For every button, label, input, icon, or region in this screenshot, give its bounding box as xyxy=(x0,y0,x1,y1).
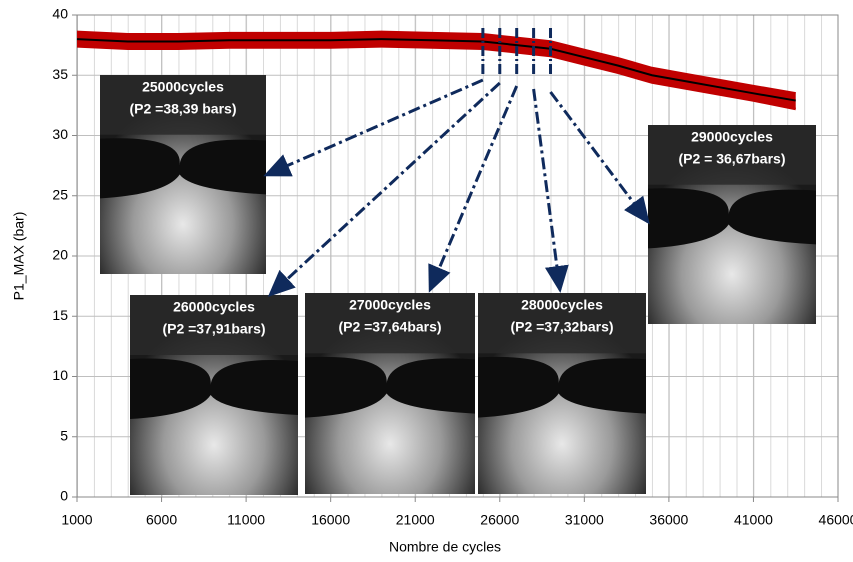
x-tick-label: 11000 xyxy=(227,512,265,528)
photo-shadow xyxy=(100,138,266,199)
x-tick-label: 1000 xyxy=(61,512,92,528)
photo-annotation: 25000cycles (P2 =38,39 bars) xyxy=(100,75,266,274)
photo-annotation: 29000cycles (P2 = 36,67bars) xyxy=(648,125,816,324)
annotation-title: 26000cycles xyxy=(173,299,255,315)
y-axis-label: P1_MAX (bar) xyxy=(11,212,27,301)
photo-top xyxy=(478,293,646,354)
plot-frame xyxy=(76,14,839,498)
photo-top xyxy=(648,125,816,185)
annotation-text: (P2 =38,39 bars) xyxy=(129,101,236,117)
photo-top xyxy=(130,295,298,355)
series-line xyxy=(76,38,796,102)
annotation-text: (P2 = 36,67bars) xyxy=(678,151,785,167)
x-tick-label: 41000 xyxy=(734,512,773,528)
annotation-arrow xyxy=(428,85,519,293)
annotation-title: 29000cycles xyxy=(691,129,773,145)
x-tick-label: 46000 xyxy=(819,512,853,528)
y-tick-label: 30 xyxy=(52,126,68,142)
annotation-title: 28000cycles xyxy=(521,297,603,313)
annotation-text: (P2 =37,64bars) xyxy=(338,319,441,335)
y-tick-label: 40 xyxy=(52,6,68,22)
y-tick-label: 0 xyxy=(60,488,68,504)
annotation-arrow xyxy=(549,91,650,225)
annotation-text: (P2 =37,91bars) xyxy=(162,321,265,337)
photo-annotation: 28000cycles (P2 =37,32bars) xyxy=(478,293,646,494)
annotation-title: 25000cycles xyxy=(142,79,224,95)
annotation-arrow xyxy=(267,81,501,298)
annotation-text: (P2 =37,32bars) xyxy=(510,319,613,335)
y-tick-label: 35 xyxy=(52,66,68,82)
y-tick-label: 15 xyxy=(52,307,68,323)
x-tick-label: 6000 xyxy=(146,512,177,528)
x-axis-label: Nombre de cycles xyxy=(389,539,501,555)
y-tick-label: 25 xyxy=(52,186,68,202)
photo-top xyxy=(305,293,475,354)
photo-top xyxy=(100,75,266,135)
photo-shadow xyxy=(478,356,646,418)
photo-annotation: 27000cycles (P2 =37,64bars) xyxy=(305,293,475,494)
photo-shadow xyxy=(130,358,298,419)
x-tick-label: 26000 xyxy=(480,512,519,528)
annotation-title: 27000cycles xyxy=(349,297,431,313)
y-tick-label: 5 xyxy=(60,427,68,443)
y-tick-label: 10 xyxy=(52,367,68,383)
annotation-arrow xyxy=(532,88,569,293)
photo-shadow xyxy=(648,188,816,249)
x-tick-label: 36000 xyxy=(649,512,688,528)
x-tick-label: 16000 xyxy=(311,512,350,528)
x-tick-label: 31000 xyxy=(565,512,604,528)
y-tick-label: 20 xyxy=(52,247,68,263)
x-tick-label: 21000 xyxy=(396,512,435,528)
photo-annotation: 26000cycles (P2 =37,91bars) xyxy=(130,295,298,495)
photo-shadow xyxy=(305,356,475,418)
annotation-arrow xyxy=(263,78,484,177)
